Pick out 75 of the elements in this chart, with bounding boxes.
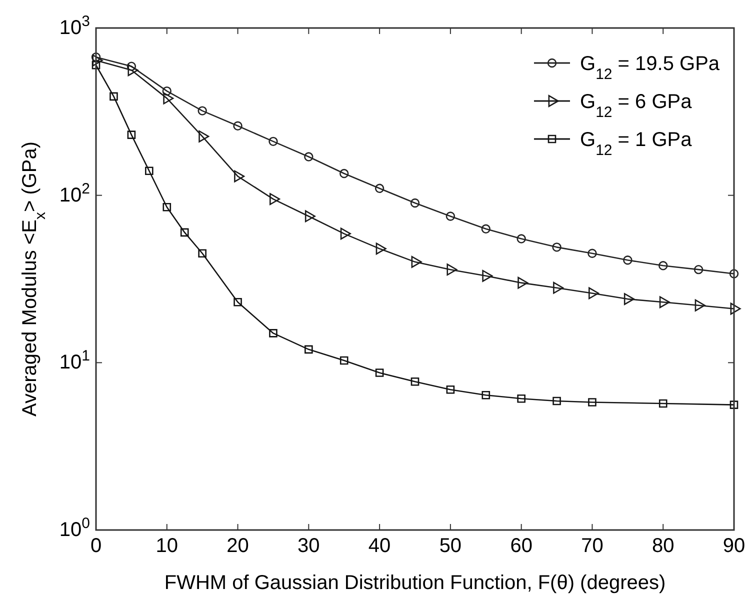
point: [128, 64, 138, 76]
point: [269, 329, 278, 338]
point: [658, 399, 668, 408]
point: [180, 228, 189, 237]
point: [163, 92, 174, 104]
x-tick-label: 80: [652, 535, 674, 557]
point: [623, 256, 632, 265]
point: [552, 396, 561, 406]
y-tick-label: 10$^{1}$: [59, 347, 90, 374]
point: [482, 390, 490, 400]
x-tick-label: 0: [90, 535, 102, 557]
point: [127, 130, 136, 139]
point: [162, 202, 172, 212]
point: [198, 249, 206, 258]
point: [588, 398, 596, 406]
point: [375, 368, 384, 377]
point: [446, 212, 456, 221]
point: [624, 293, 634, 306]
point: [234, 170, 245, 182]
x-tick-label: 60: [510, 535, 532, 557]
y-tick-label: 10$^{3}$: [59, 12, 90, 39]
point: [446, 385, 455, 394]
point: [304, 152, 314, 162]
point: [268, 136, 278, 146]
point: [482, 270, 493, 282]
x-tick-label: 10: [156, 535, 178, 557]
point: [730, 302, 741, 315]
point: [162, 86, 172, 96]
x-tick-label: 70: [581, 535, 604, 557]
point: [588, 248, 597, 258]
x-axis-title: FWHM of Gaussian Distribution Function, F(θ) (degrees): [164, 572, 666, 594]
point: [340, 228, 351, 240]
point: [658, 261, 668, 270]
point: [516, 234, 526, 244]
point: [233, 121, 242, 130]
legend-label: G$_{12}$ = 6 GPa: [580, 91, 693, 120]
point: [553, 282, 564, 294]
point: [340, 168, 349, 178]
x-tick-label: 40: [368, 535, 391, 557]
legend-label: G$_{12}$ = 1 GPa: [580, 129, 693, 158]
point: [198, 130, 210, 142]
point: [517, 394, 526, 403]
point: [410, 198, 420, 208]
point: [410, 378, 420, 386]
point: [92, 60, 100, 70]
x-tick-label: 20: [226, 535, 249, 557]
point: [481, 224, 490, 234]
point: [552, 242, 562, 252]
point: [694, 264, 704, 274]
point: [694, 299, 706, 312]
point: [411, 256, 422, 268]
point: [198, 106, 207, 116]
x-tick-label: 50: [439, 535, 462, 557]
point: [659, 296, 670, 308]
y-tick-label: 10$^{0}$: [59, 514, 90, 541]
point: [730, 400, 738, 409]
x-tick-label: 30: [298, 535, 320, 557]
point: [340, 356, 348, 365]
point: [518, 276, 528, 289]
point: [91, 52, 101, 62]
point: [729, 269, 739, 278]
point: [110, 92, 118, 101]
point: [588, 287, 600, 300]
point: [270, 193, 280, 206]
point: [92, 54, 103, 66]
point: [304, 210, 316, 222]
legend-label: G$_{12}$ = 19.5 GPa: [580, 53, 720, 82]
point: [234, 298, 242, 306]
point: [304, 345, 313, 354]
y-tick-label: 10$^{2}$: [59, 180, 90, 206]
point: [446, 264, 458, 276]
point: [376, 242, 386, 255]
x-tick-label: 90: [722, 535, 746, 557]
point: [374, 184, 384, 193]
point: [145, 166, 154, 176]
